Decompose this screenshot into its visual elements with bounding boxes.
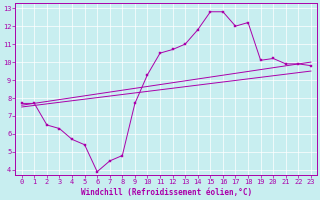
X-axis label: Windchill (Refroidissement éolien,°C): Windchill (Refroidissement éolien,°C) (81, 188, 252, 197)
